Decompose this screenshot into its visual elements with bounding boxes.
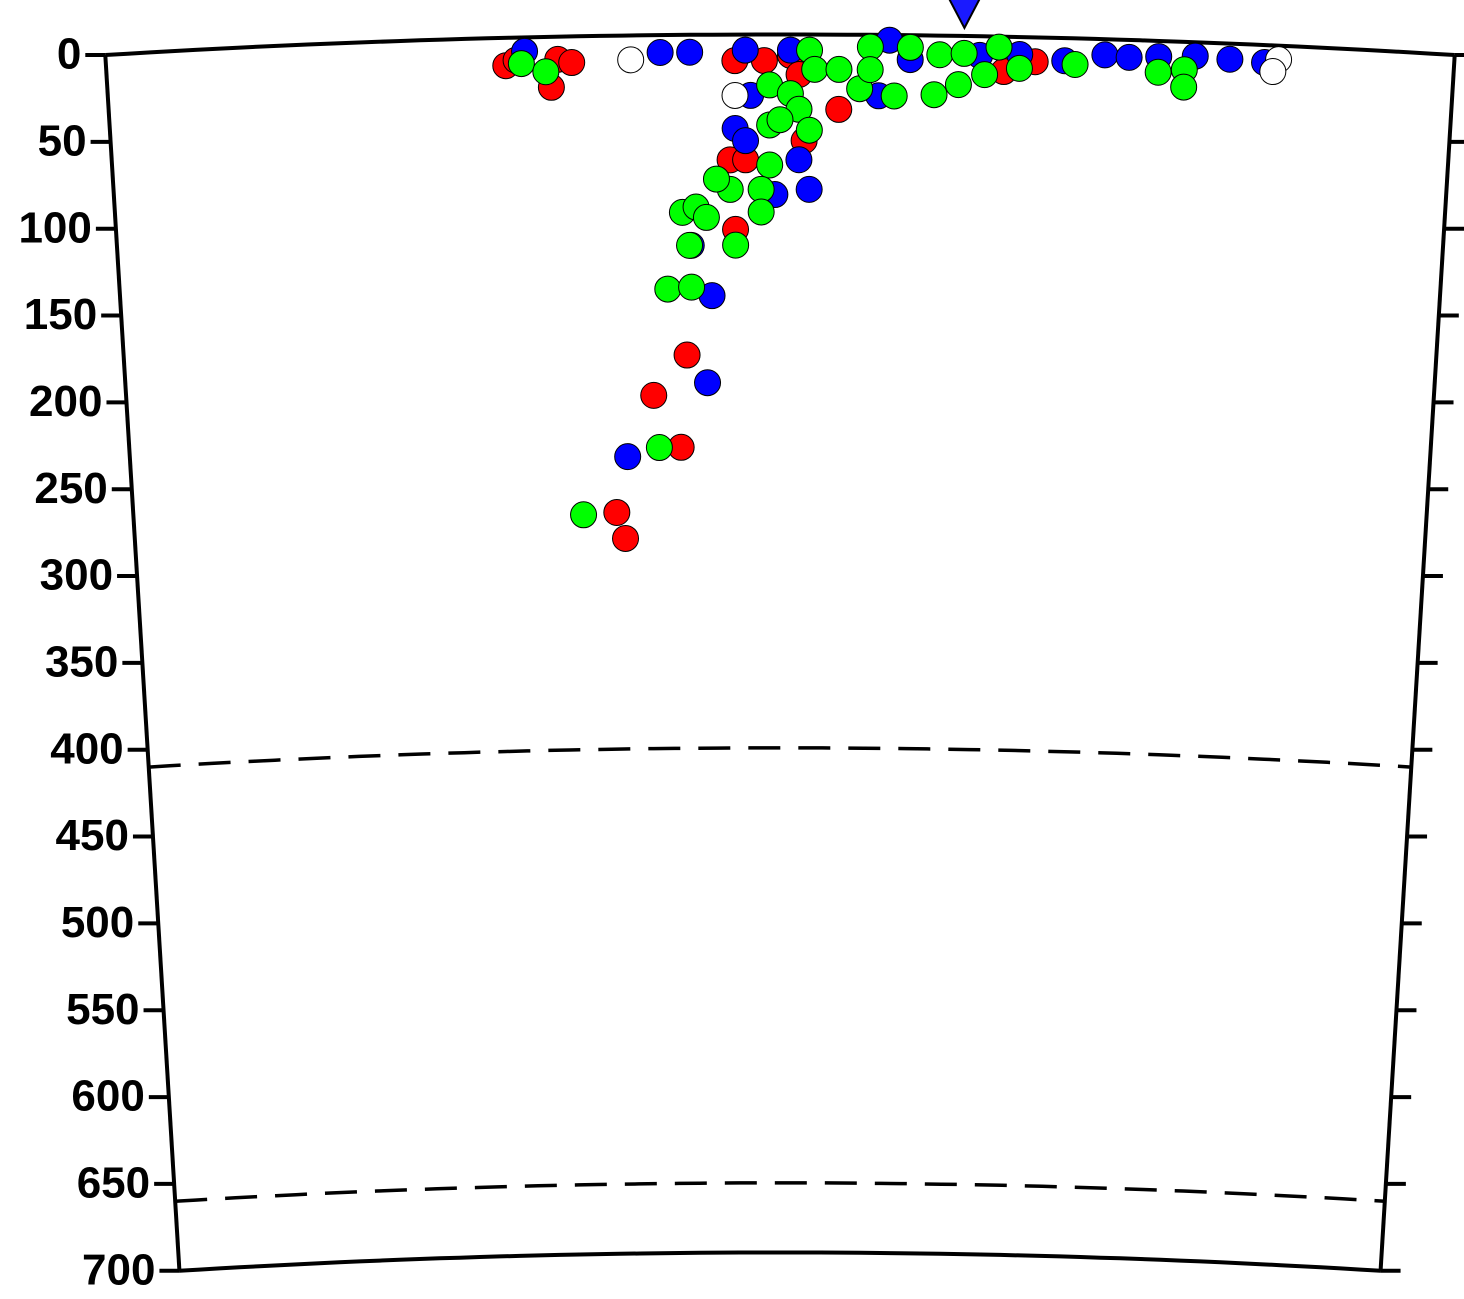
event-point — [1216, 45, 1244, 73]
event-point — [985, 33, 1013, 61]
event-point — [747, 198, 775, 226]
y-tick-label: 550 — [66, 985, 139, 1034]
frame-top — [105, 32, 1455, 57]
y-tick-label: 250 — [34, 464, 107, 513]
y-tick-label: 50 — [38, 116, 87, 165]
y-tick-label: 100 — [18, 203, 91, 252]
y-tick-label: 350 — [45, 638, 118, 687]
event-point — [678, 273, 706, 301]
y-tick-label: 150 — [24, 290, 97, 339]
event-point — [856, 33, 884, 61]
event-point — [801, 55, 829, 83]
event-point — [1259, 58, 1287, 86]
event-point — [673, 341, 701, 369]
event-point — [785, 146, 813, 174]
event-point — [731, 36, 759, 64]
event-point — [747, 175, 775, 203]
y-tick-label: 300 — [40, 551, 113, 600]
event-point — [896, 33, 924, 61]
event-point — [676, 38, 704, 66]
event-point — [721, 81, 749, 109]
event-point — [646, 39, 674, 67]
event-point — [756, 151, 784, 179]
event-point — [950, 39, 978, 67]
event-point — [694, 369, 722, 397]
event-point — [1144, 58, 1172, 86]
event-point — [825, 95, 853, 123]
y-tick-label: 700 — [82, 1245, 155, 1294]
frame-bottom — [179, 1250, 1381, 1273]
event-point — [1170, 73, 1198, 101]
event-point — [507, 50, 535, 78]
station-marker — [948, 0, 981, 31]
y-tick-label: 600 — [71, 1072, 144, 1121]
event-point — [1005, 54, 1033, 82]
event-point — [920, 81, 948, 109]
event-point — [532, 58, 560, 86]
event-point — [603, 498, 631, 526]
event-point — [722, 231, 750, 259]
event-point — [1061, 50, 1089, 78]
event-point — [612, 524, 640, 552]
event-point — [614, 443, 642, 471]
event-point — [570, 501, 598, 529]
event-point — [971, 61, 999, 89]
reference-depth-line — [148, 746, 1412, 769]
y-tick-label: 450 — [56, 811, 129, 860]
event-point — [676, 231, 704, 259]
event-point — [645, 434, 673, 462]
event-point — [732, 127, 760, 155]
event-point — [617, 46, 645, 74]
event-point — [856, 56, 884, 84]
event-point — [795, 116, 823, 144]
event-point — [944, 71, 972, 99]
event-point — [926, 41, 954, 69]
event-point — [640, 381, 668, 409]
event-point — [692, 203, 720, 231]
y-tick-label: 200 — [29, 377, 102, 426]
event-point — [1091, 41, 1119, 69]
event-point — [795, 175, 823, 203]
y-tick-label: 400 — [50, 724, 123, 773]
event-point — [766, 106, 794, 134]
y-tick-label: 650 — [77, 1159, 150, 1208]
event-point — [702, 165, 730, 193]
event-point — [1115, 43, 1143, 71]
event-point — [825, 55, 853, 83]
y-tick-label: 500 — [61, 898, 134, 947]
reference-depth-line — [175, 1181, 1385, 1204]
event-point — [880, 82, 908, 110]
event-point — [558, 49, 586, 77]
event-point — [654, 275, 682, 303]
y-tick-label: 0 — [57, 30, 81, 79]
